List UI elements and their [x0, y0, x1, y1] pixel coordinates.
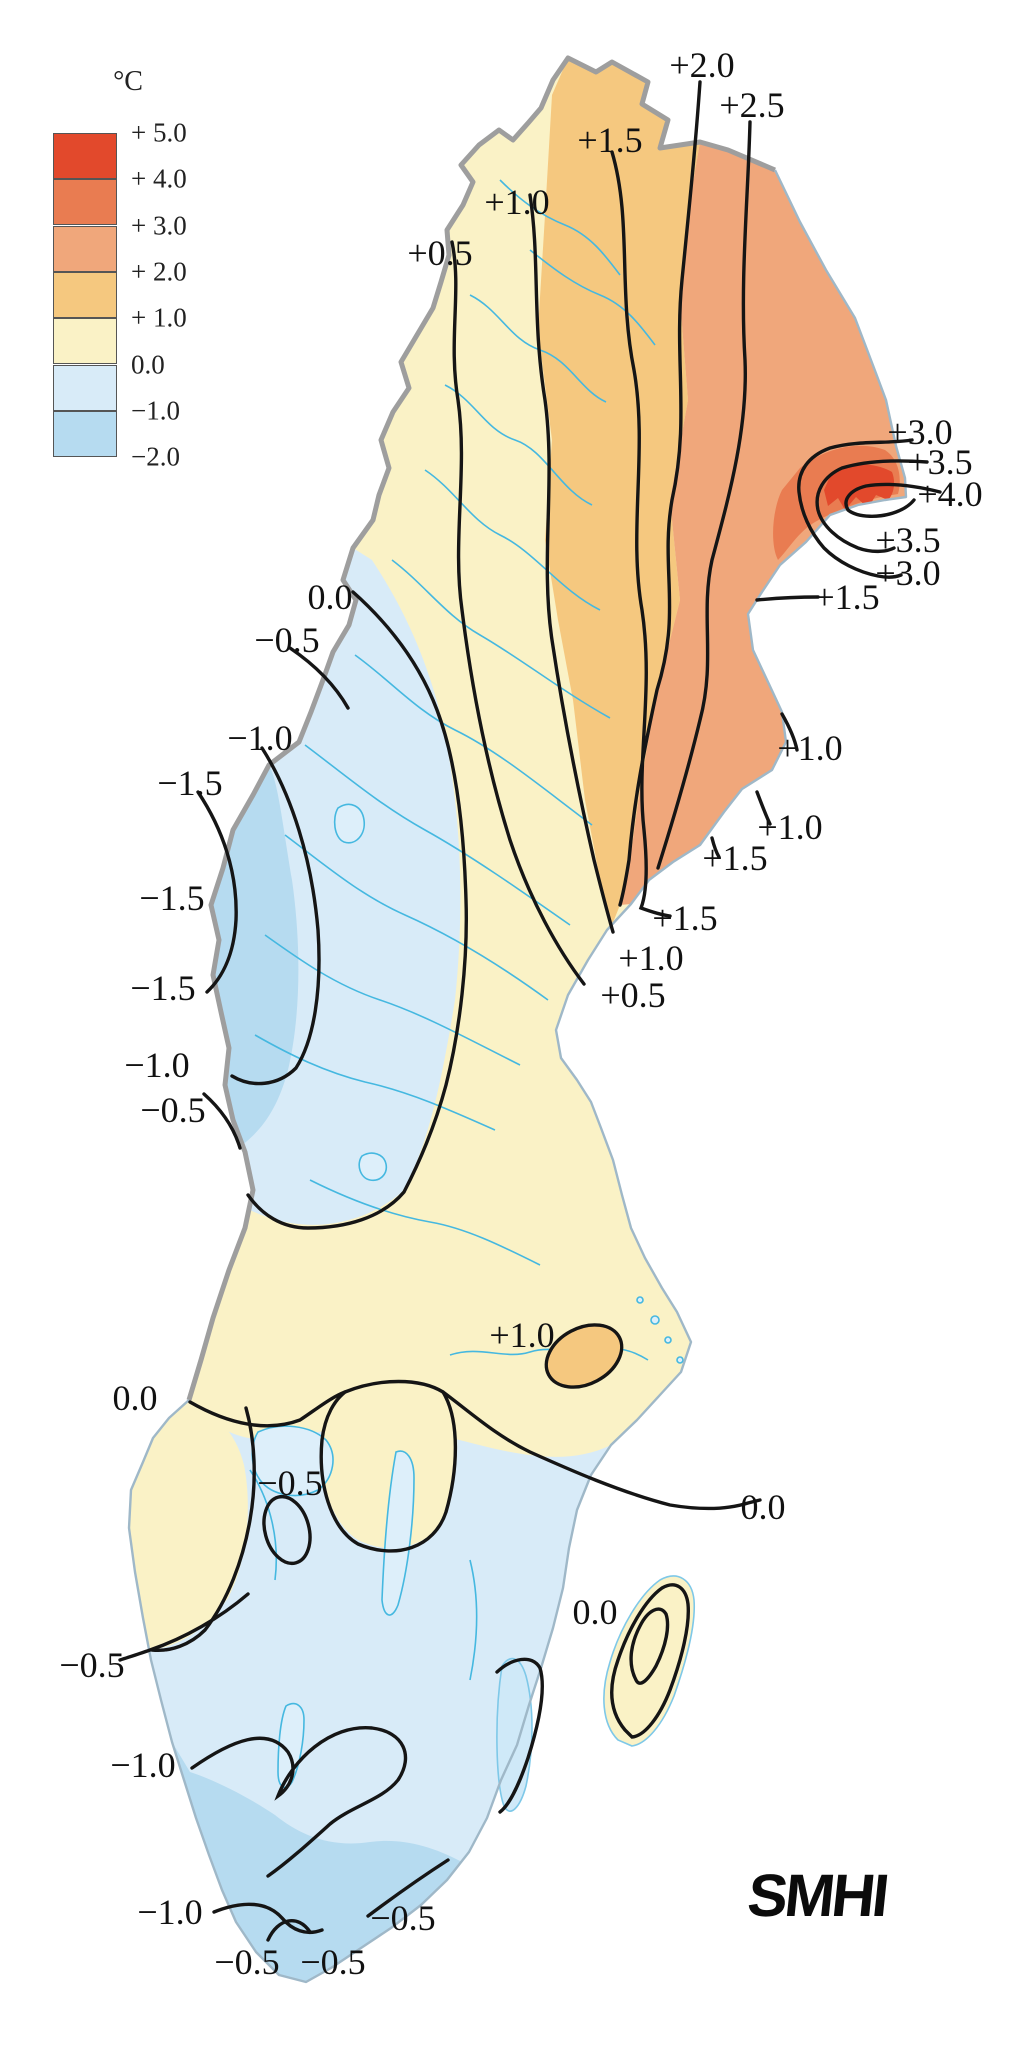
band-salmon	[620, 142, 906, 905]
contour-label: 0.0	[740, 1487, 786, 1527]
contour-label: +1.5	[702, 838, 768, 878]
band-skane-dark-blue	[172, 1742, 462, 1982]
legend-swatch	[53, 364, 117, 411]
contour-label: +1.5	[652, 898, 718, 938]
contour-label: −1.0	[124, 1045, 190, 1085]
coastline	[127, 169, 908, 1984]
smhi-logo: SMHI	[744, 1862, 890, 1929]
lakes	[251, 803, 684, 1789]
lake-siljan	[358, 1152, 388, 1182]
contour-label: +3.0	[887, 412, 953, 452]
legend-swatch	[53, 133, 117, 179]
lake-asnen	[277, 1702, 305, 1789]
contour-label: +1.0	[489, 1315, 555, 1355]
legend-swatch	[53, 271, 117, 318]
contour-label: −0.5	[300, 1942, 366, 1982]
contour-label: +1.5	[577, 120, 643, 160]
legend-label: + 4.0	[131, 163, 187, 194]
legend-label: −1.0	[131, 395, 180, 426]
band-border-dark-blue	[211, 765, 299, 1145]
legend-label: + 3.0	[131, 210, 187, 241]
contour-label: +2.5	[719, 85, 785, 125]
legend-label: + 5.0	[131, 117, 187, 148]
legend-swatch	[53, 410, 117, 457]
contour-label: +1.0	[618, 938, 684, 978]
contour-label: 0.0	[572, 1592, 618, 1632]
band-westcoast-yellow	[129, 1400, 248, 1650]
temperature-bands	[129, 58, 906, 1982]
contour-label: +1.0	[484, 182, 550, 222]
contour-label: +0.5	[600, 975, 666, 1015]
lake-storsjon	[333, 803, 366, 844]
contour-label: +2.0	[669, 45, 735, 85]
legend-title: °C	[113, 66, 143, 97]
contour-label: +3.0	[875, 553, 941, 593]
legend-label: 0.0	[131, 349, 165, 379]
contour-label: 0.0	[112, 1378, 158, 1418]
contour-label: +3.5	[875, 520, 941, 560]
contour-label: −0.5	[370, 1898, 436, 1938]
contour-label: +1.5	[814, 577, 880, 617]
contour-label: +3.5	[907, 442, 973, 482]
contour-label: −1.5	[139, 878, 205, 918]
contour-label: +1.0	[777, 728, 843, 768]
contour-label: −0.5	[214, 1942, 280, 1982]
legend-swatch	[53, 179, 117, 226]
contour-label: +1.0	[757, 807, 823, 847]
band-orange	[538, 58, 700, 925]
island-gotland	[603, 1575, 696, 1747]
contour-label: −1.0	[110, 1745, 176, 1785]
contour-label: −1.0	[137, 1892, 203, 1932]
contour-label: −1.5	[130, 968, 196, 1008]
contour-label: 0.0	[307, 577, 353, 617]
contour-label: −0.5	[254, 620, 320, 660]
contour-label: +4.0	[917, 474, 983, 514]
contour-label: −0.5	[257, 1463, 323, 1503]
legend-label: + 1.0	[131, 302, 187, 333]
contour-label: −1.0	[227, 718, 293, 758]
lake-vattern	[381, 1450, 415, 1616]
band-inland-yellow	[321, 1380, 458, 1549]
contour-label: −0.5	[140, 1090, 206, 1130]
legend-label: + 2.0	[131, 256, 187, 287]
national-border	[186, 55, 776, 1401]
legend-swatch	[53, 318, 117, 365]
contour-label: +0.5	[407, 233, 473, 273]
legend-swatch	[53, 225, 117, 272]
legend-label: −2.0	[131, 441, 180, 472]
contour-label: −1.5	[157, 763, 223, 803]
contour-label: −0.5	[59, 1645, 125, 1685]
contour-lines	[118, 80, 942, 1942]
